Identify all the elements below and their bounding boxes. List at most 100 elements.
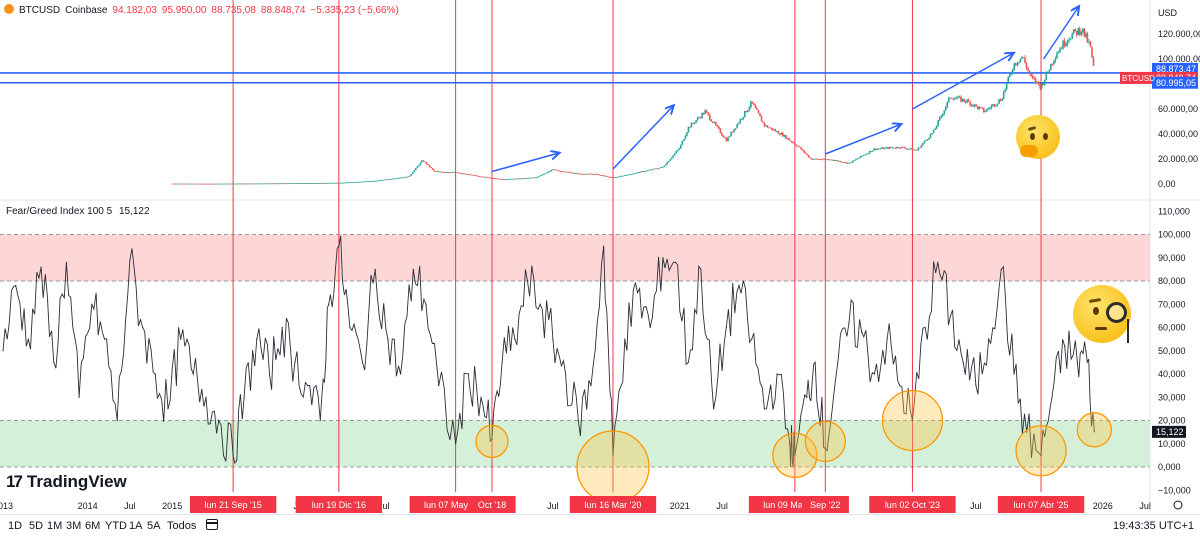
price-candle xyxy=(492,178,495,179)
price-candle xyxy=(666,162,668,165)
price-candle xyxy=(861,155,863,157)
price-candle xyxy=(363,181,365,183)
price-candle xyxy=(967,99,970,102)
timeframe-5a[interactable]: 5A xyxy=(147,520,161,532)
price-candle xyxy=(887,147,889,149)
price-candle xyxy=(520,178,522,180)
monocle-brow-icon xyxy=(1088,297,1102,304)
fg-tick-label: 0,000 xyxy=(1158,462,1181,472)
timeframe-3m[interactable]: 3M xyxy=(66,520,82,532)
price-candle xyxy=(588,173,591,175)
price-candle xyxy=(686,132,688,136)
timeframe-all[interactable]: Todos xyxy=(167,520,197,532)
price-axis-tag-text: 80.995,05 xyxy=(1156,78,1196,88)
currency-label[interactable]: USD xyxy=(1158,8,1178,18)
price-candle xyxy=(643,171,646,172)
price-candle xyxy=(398,177,400,179)
price-candle xyxy=(897,146,900,148)
price-candle xyxy=(931,132,933,135)
price-candle xyxy=(958,96,961,98)
price-candle xyxy=(480,176,483,178)
fear-greed-point xyxy=(218,419,220,422)
symbol-name[interactable]: BTCUSD xyxy=(19,5,61,16)
fear-greed-point xyxy=(361,361,364,363)
fear-greed-point xyxy=(899,385,901,387)
price-candle xyxy=(932,129,935,133)
price-candle xyxy=(605,175,607,177)
indicator-label[interactable]: Fear/Greed Index 100 5 xyxy=(6,206,113,217)
price-candle xyxy=(587,173,589,175)
price-candle xyxy=(824,158,827,160)
x-tick-label: 2026 xyxy=(1093,501,1113,511)
trend-arrow xyxy=(825,124,901,155)
price-candle xyxy=(992,104,994,106)
price-candle xyxy=(188,183,190,185)
price-candle xyxy=(427,164,429,166)
price-candle xyxy=(745,111,748,113)
price-candle xyxy=(200,183,202,185)
price-candle xyxy=(372,180,375,182)
x-tick-label: 2015 xyxy=(162,501,182,511)
timeframe-ytd[interactable]: YTD xyxy=(105,520,127,532)
price-candle xyxy=(964,101,967,103)
timeframe-1m[interactable]: 1M xyxy=(47,520,63,532)
price-candle xyxy=(862,155,865,156)
price-candle xyxy=(649,169,652,171)
price-candle xyxy=(276,183,279,185)
price-candle xyxy=(718,126,720,129)
timeframe-6m[interactable]: 6M xyxy=(85,520,101,532)
price-candle xyxy=(993,104,996,107)
price-candle xyxy=(681,141,684,145)
price-candle xyxy=(367,181,370,183)
price-candle xyxy=(250,183,253,185)
fear-greed-point xyxy=(319,419,321,422)
event-date-label: lun 16 Mar '20 xyxy=(585,500,642,510)
clock[interactable]: 19:43:35 UTC+1 xyxy=(1112,520,1194,532)
event-date-label: lun 21 Sep '15 xyxy=(204,500,261,510)
calendar-icon[interactable] xyxy=(206,519,218,530)
event-date-tag xyxy=(801,496,849,513)
price-candle xyxy=(711,121,714,123)
price-candle xyxy=(1057,51,1060,54)
tradingview-logo: 17 TradingView xyxy=(6,472,127,492)
price-candle xyxy=(308,183,311,184)
fear-greed-point xyxy=(1051,396,1053,398)
timeframe-5d[interactable]: 5D xyxy=(29,520,44,532)
price-candle xyxy=(207,183,210,185)
timeframe-1d[interactable]: 1D xyxy=(8,520,23,532)
price-candle xyxy=(641,171,644,172)
price-candle xyxy=(935,126,938,129)
event-date-label: Sep '22 xyxy=(810,500,840,510)
price-candle xyxy=(839,161,842,163)
price-candle xyxy=(669,159,671,162)
price-candle xyxy=(574,172,577,174)
price-candle xyxy=(596,173,598,175)
price-candle xyxy=(920,145,923,148)
fear-greed-point xyxy=(294,361,296,363)
timeframe-1a[interactable]: 1A xyxy=(129,520,143,532)
price-candle xyxy=(873,148,876,151)
price-candle xyxy=(885,147,888,149)
price-candle xyxy=(791,141,793,143)
price-candle xyxy=(1071,33,1073,39)
price-candle xyxy=(247,183,250,185)
price-candle xyxy=(1077,28,1080,35)
price-candle xyxy=(189,183,192,185)
price-tick-label: 20.000,00 xyxy=(1158,154,1198,164)
price-candle xyxy=(565,171,568,173)
price-candle xyxy=(780,132,783,135)
price-candle xyxy=(203,183,205,185)
price-candle xyxy=(383,179,385,181)
price-candle xyxy=(597,174,600,175)
price-candle xyxy=(743,111,746,117)
price-candle xyxy=(495,178,498,180)
event-date-tag xyxy=(189,496,277,513)
price-candle xyxy=(331,182,333,184)
price-candle xyxy=(836,160,839,162)
price-candle xyxy=(943,110,946,115)
highlight-circle xyxy=(804,420,846,463)
price-candle xyxy=(952,98,955,100)
price-candle xyxy=(751,101,754,104)
price-candle xyxy=(297,183,300,184)
